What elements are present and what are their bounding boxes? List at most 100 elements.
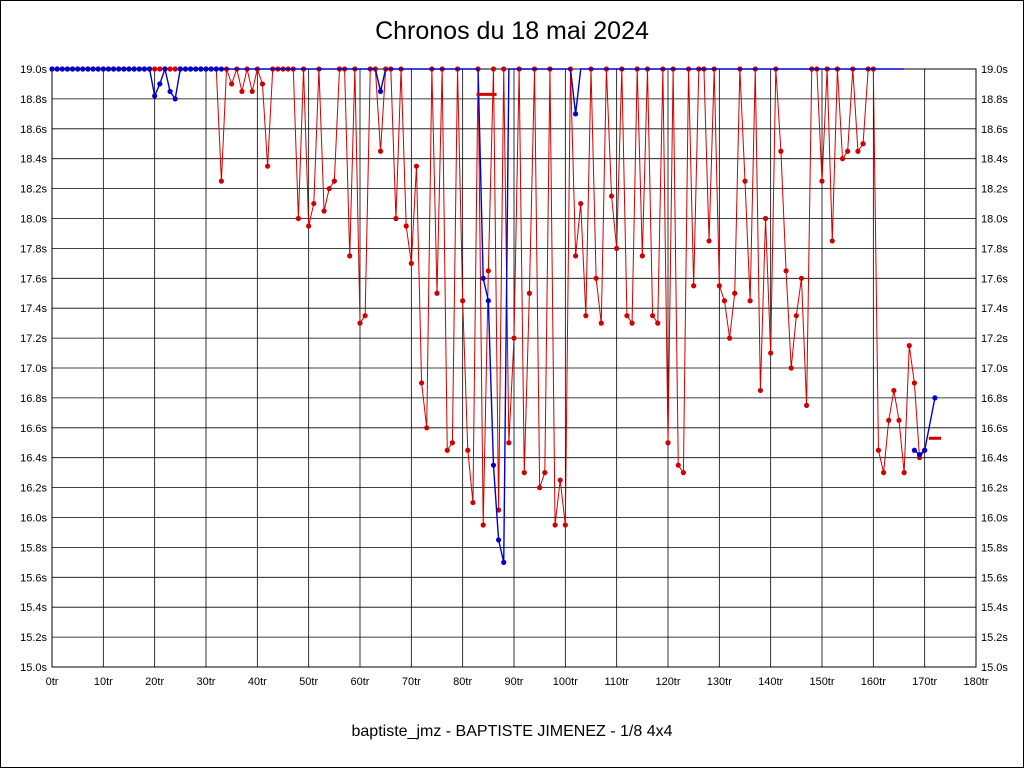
red-lap-point bbox=[521, 470, 527, 476]
red-lap-point bbox=[798, 275, 805, 281]
red-lap-point bbox=[598, 320, 604, 326]
red-lap-point bbox=[419, 380, 425, 386]
y-tick-label-left: 15.0s bbox=[20, 662, 47, 674]
y-tick-label-right: 18.4s bbox=[981, 154, 1008, 166]
x-tick-label: 160tr bbox=[861, 676, 886, 688]
red-lap-point bbox=[891, 387, 897, 394]
red-lap-point bbox=[465, 447, 471, 453]
y-tick-label-left: 18.4s bbox=[20, 154, 47, 166]
blue-lap-point bbox=[218, 66, 224, 72]
red-lap-point bbox=[629, 320, 635, 326]
red-lap-point bbox=[424, 425, 430, 431]
x-tick-label: 40tr bbox=[248, 676, 267, 688]
blue-lap-point bbox=[136, 66, 142, 72]
y-tick-label-left: 16.6s bbox=[20, 423, 47, 435]
y-tick-label-right: 18.8s bbox=[981, 94, 1008, 106]
red-lap-point bbox=[783, 268, 789, 274]
y-tick-label-right: 18.2s bbox=[981, 184, 1008, 196]
y-tick-label-left: 15.4s bbox=[20, 602, 47, 614]
y-tick-label-left: 18.8s bbox=[20, 94, 47, 106]
red-lap-point bbox=[172, 66, 178, 72]
red-lap-point bbox=[742, 178, 748, 184]
red-lap-point bbox=[747, 298, 753, 304]
red-lap-point bbox=[403, 223, 409, 229]
red-lap-point bbox=[347, 253, 353, 259]
red-lap-point bbox=[393, 215, 399, 222]
red-lap-point bbox=[470, 499, 476, 506]
y-tick-label-left: 16.0s bbox=[20, 513, 47, 525]
y-tick-label-left: 17.2s bbox=[20, 333, 47, 345]
red-lap-point bbox=[583, 313, 589, 319]
red-lap-point bbox=[157, 66, 163, 72]
blue-lap-point bbox=[480, 275, 486, 281]
red-lap-point bbox=[819, 178, 825, 184]
chart-title: Chronos du 18 mai 2024 bbox=[375, 17, 649, 45]
red-lap-point bbox=[650, 313, 656, 319]
red-lap-point bbox=[901, 470, 907, 476]
red-lap-point bbox=[757, 387, 764, 394]
y-tick-label-left: 18.2s bbox=[20, 184, 47, 196]
blue-lap-point bbox=[105, 66, 112, 72]
red-lap-point bbox=[434, 290, 440, 296]
red-lap-point bbox=[624, 313, 630, 319]
red-lap-point bbox=[331, 178, 337, 184]
blue-lap-point bbox=[573, 111, 579, 117]
red-lap-point bbox=[614, 245, 620, 251]
blue-lap-point bbox=[126, 66, 132, 72]
x-tick-label: 50tr bbox=[299, 676, 318, 688]
y-tick-label-left: 15.6s bbox=[20, 572, 47, 584]
x-tick-label: 110tr bbox=[605, 676, 630, 688]
blue-series-line bbox=[52, 66, 905, 563]
red-lap-point bbox=[295, 215, 301, 222]
blue-lap-point bbox=[146, 66, 153, 72]
red-lap-point bbox=[788, 365, 794, 371]
red-lap-point bbox=[408, 260, 414, 266]
y-tick-label-right: 16.2s bbox=[981, 483, 1008, 495]
x-tick-label: 140tr bbox=[758, 676, 783, 688]
x-tick-label: 180tr bbox=[963, 676, 988, 688]
blue-lap-point bbox=[64, 66, 70, 72]
x-tick-label: 70tr bbox=[402, 676, 421, 688]
red-lap-point bbox=[311, 200, 317, 207]
y-tick-label-left: 18.6s bbox=[20, 124, 47, 136]
y-tick-label-right: 15.4s bbox=[981, 602, 1008, 614]
red-lap-point bbox=[239, 88, 245, 95]
blue-lap-point bbox=[213, 66, 219, 72]
blue-lap-point bbox=[49, 66, 55, 72]
blue-lap-point bbox=[916, 452, 923, 458]
red-lap-point bbox=[578, 200, 584, 207]
blue-lap-point bbox=[162, 66, 168, 72]
red-lap-point bbox=[573, 253, 579, 259]
red-lap-point bbox=[881, 470, 887, 476]
red-lap-point bbox=[875, 447, 882, 453]
y-tick-label-left: 15.8s bbox=[20, 542, 47, 554]
red-lap-point bbox=[152, 66, 158, 72]
blue-lap-point bbox=[208, 66, 214, 72]
blue-lap-point bbox=[90, 66, 96, 72]
y-tick-label-right: 15.2s bbox=[981, 632, 1008, 644]
blue-lap-point bbox=[95, 66, 101, 72]
blue-lap-point bbox=[501, 559, 507, 565]
x-tick-label: 170tr bbox=[912, 676, 937, 688]
red-lap-point bbox=[706, 238, 712, 244]
y-tick-label-left: 18.0s bbox=[20, 214, 47, 226]
blue-lap-point bbox=[167, 88, 173, 95]
blue-lap-point bbox=[69, 66, 76, 72]
x-tick-label: 130tr bbox=[707, 676, 732, 688]
red-lap-point bbox=[444, 447, 450, 453]
y-tick-label-left: 17.6s bbox=[20, 273, 47, 285]
red-lap-point bbox=[675, 462, 681, 468]
red-lap-point bbox=[362, 313, 368, 319]
red-lap-point bbox=[793, 313, 799, 319]
blue-lap-point bbox=[116, 66, 122, 72]
y-tick-label-right: 16.6s bbox=[981, 423, 1008, 435]
blue-lap-point bbox=[198, 66, 204, 72]
y-tick-label-left: 17.0s bbox=[20, 363, 47, 375]
red-lap-point bbox=[665, 440, 671, 446]
red-lap-point bbox=[449, 440, 455, 446]
y-tick-label-left: 19.0s bbox=[20, 64, 47, 76]
y-tick-label-left: 15.2s bbox=[20, 632, 47, 644]
red-lap-point bbox=[357, 320, 363, 326]
blue-lap-point bbox=[911, 447, 918, 453]
red-lap-point bbox=[265, 163, 271, 169]
